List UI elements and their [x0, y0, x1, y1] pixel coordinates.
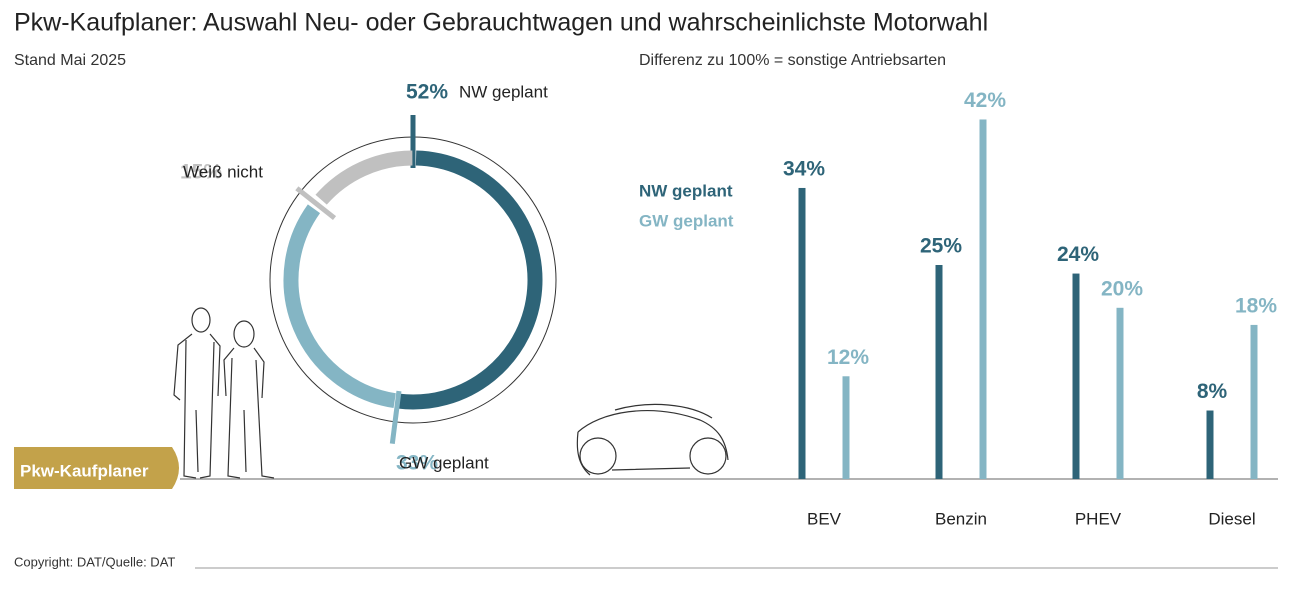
- value-label: 25%: [920, 235, 962, 258]
- donut-outline: [269, 136, 557, 424]
- bar: [979, 119, 987, 479]
- source: Copyright: DAT/Quelle: DAT: [14, 554, 175, 569]
- segment-label: NW geplant: [459, 82, 548, 101]
- value-label: 8%: [1197, 380, 1228, 403]
- value-label: 18%: [1235, 294, 1277, 317]
- bar: [1250, 324, 1258, 479]
- badge-shape: [14, 447, 179, 489]
- donut-segment: [283, 204, 396, 409]
- bar: [1072, 273, 1080, 479]
- bar: [842, 376, 850, 479]
- category-label: BEV: [807, 509, 842, 528]
- donut-segment: [315, 150, 413, 205]
- segment-label: Weiß nicht: [183, 162, 263, 181]
- value-label: 24%: [1057, 243, 1099, 266]
- subtitle: Stand Mai 2025: [14, 52, 126, 69]
- legend-entry: GW geplant: [639, 211, 734, 230]
- category-label: Diesel: [1208, 509, 1255, 528]
- donut-segment: [397, 150, 543, 410]
- segment-label: GW geplant: [399, 453, 489, 472]
- bar: [1116, 307, 1124, 479]
- value-label: 15%: [180, 161, 222, 184]
- badge: Pkw-Kaufplaner: [20, 461, 149, 480]
- category-label: PHEV: [1075, 509, 1122, 528]
- value-label: 33%: [396, 452, 438, 475]
- value-label: 34%: [783, 158, 825, 181]
- value-label: 42%: [964, 89, 1006, 112]
- people-illustration: [173, 307, 275, 479]
- legend-entry: NW geplant: [639, 181, 733, 200]
- value-label: 12%: [827, 346, 869, 369]
- title: Pkw-Kaufplaner: Auswahl Neu- oder Gebrau…: [14, 9, 988, 37]
- donut-tick: [295, 186, 337, 220]
- bar: [1206, 410, 1214, 479]
- bar: [935, 265, 943, 479]
- category-label: Benzin: [935, 509, 987, 528]
- value-label: 52%: [406, 81, 448, 104]
- bar: [798, 187, 806, 479]
- donut-tick: [389, 390, 402, 445]
- car-illustration: [576, 403, 729, 476]
- note: Differenz zu 100% = sonstige Antriebsart…: [639, 52, 946, 69]
- value-label: 20%: [1101, 277, 1143, 300]
